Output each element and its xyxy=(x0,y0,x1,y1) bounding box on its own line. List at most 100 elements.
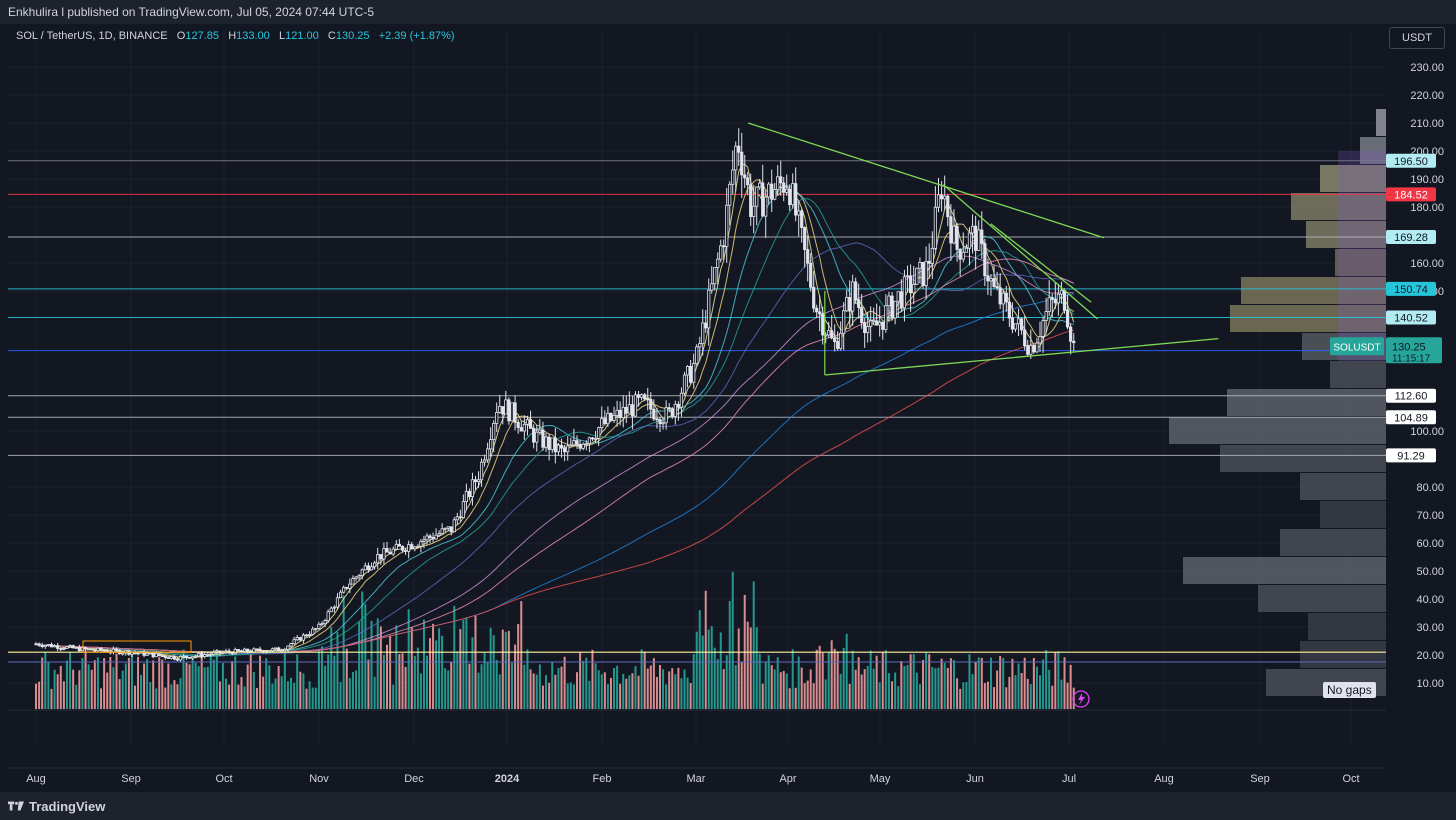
candle-body xyxy=(761,182,765,217)
volume-bar xyxy=(881,651,884,709)
symbol-tag xyxy=(1330,337,1384,356)
volume-profile-bar xyxy=(1291,193,1386,220)
x-axis-tick-label: Aug xyxy=(26,773,46,785)
volume-bar xyxy=(453,605,456,709)
candle-body xyxy=(80,647,85,652)
candle-body xyxy=(949,216,953,244)
candle-body xyxy=(624,406,628,414)
candle-body xyxy=(679,392,684,408)
candle-body xyxy=(68,645,72,648)
volume-bar xyxy=(845,633,848,709)
volume-bar xyxy=(495,660,498,709)
candle-body xyxy=(927,260,931,264)
volume-bar xyxy=(240,676,243,709)
candle-body xyxy=(446,526,450,529)
candle-body xyxy=(902,276,907,309)
volume-bar xyxy=(594,663,597,709)
candle-body xyxy=(600,418,604,429)
volume-bar xyxy=(875,655,878,709)
volume-bar xyxy=(710,626,713,709)
candle-body xyxy=(563,447,567,453)
publish-info: Enkhulira l published on TradingView.com… xyxy=(8,5,374,19)
candle-body xyxy=(740,151,744,176)
candle-body xyxy=(34,643,38,646)
volume-bar xyxy=(631,673,634,709)
candle-body xyxy=(111,648,116,653)
candle-body xyxy=(379,554,383,560)
candle-body xyxy=(970,225,975,234)
candle-body xyxy=(166,657,170,659)
volume-bar xyxy=(62,681,65,709)
price-level-tag xyxy=(1386,187,1436,202)
candle-body xyxy=(946,195,950,218)
candle-body xyxy=(640,394,644,398)
candle-body xyxy=(854,281,858,301)
volume-bar xyxy=(591,649,594,709)
volume-profile-bar xyxy=(1308,613,1386,640)
volume-bar xyxy=(526,649,529,709)
candle-body xyxy=(345,586,349,589)
currency-button[interactable]: USDT xyxy=(1389,27,1445,49)
candle-body xyxy=(479,461,484,481)
volume-bar xyxy=(925,652,928,709)
candle-body xyxy=(550,437,554,450)
candle-body xyxy=(1010,317,1015,330)
price-level-tag-label: 104.89 xyxy=(1394,412,1428,424)
symbol-label[interactable]: SOL / TetherUS, 1D, BINANCE xyxy=(16,30,168,42)
candle-body xyxy=(544,436,548,448)
volume-bar xyxy=(72,669,75,709)
candle-body xyxy=(884,305,888,330)
volume-bar xyxy=(716,659,719,709)
volume-bar xyxy=(940,658,943,709)
price-level-tag xyxy=(1386,281,1436,296)
candle-body xyxy=(90,648,94,651)
volume-bar xyxy=(182,649,185,709)
volume-bar xyxy=(1063,657,1066,709)
volume-bar xyxy=(498,674,501,709)
close-label: C xyxy=(327,30,336,42)
volume-bar xyxy=(655,676,658,709)
volume-bar xyxy=(934,668,937,709)
trendline xyxy=(824,337,1219,376)
volume-bar xyxy=(259,655,262,709)
candle-body xyxy=(553,437,557,453)
candle-body xyxy=(311,628,315,635)
symbol-tag-label: SOLUSDT xyxy=(1333,342,1380,353)
volume-bar xyxy=(1032,658,1035,709)
y-axis-tick-label: 60.00 xyxy=(1416,538,1444,550)
volume-bar xyxy=(364,604,367,709)
chart-svg[interactable]: 230.00220.00210.00200.00190.00180.00160.… xyxy=(8,24,1448,790)
candle-body xyxy=(397,543,401,547)
volume-bar xyxy=(249,654,252,709)
candle-body xyxy=(410,544,414,550)
candle-body xyxy=(329,607,333,613)
candle-body xyxy=(452,519,456,533)
candle-body xyxy=(566,445,570,453)
volume-bar xyxy=(407,609,410,709)
candle-body xyxy=(83,647,88,650)
volume-bar xyxy=(848,683,851,709)
high-label: H xyxy=(228,30,237,42)
volume-bar xyxy=(167,663,170,709)
volume-bar xyxy=(887,673,890,709)
volume-bar xyxy=(836,651,839,709)
candle-body xyxy=(538,429,542,433)
volume-bar xyxy=(946,667,949,709)
volume-bar xyxy=(758,653,761,709)
volume-bar xyxy=(943,662,946,709)
candle-body xyxy=(597,427,601,439)
candle-body xyxy=(449,526,453,533)
y-axis-tick-label: 160.00 xyxy=(1410,258,1444,270)
candle-body xyxy=(569,444,573,447)
candle-body xyxy=(394,543,398,550)
volume-bar xyxy=(468,663,471,709)
candle-body xyxy=(1069,326,1073,342)
volume-profile-bar xyxy=(1376,109,1386,136)
tradingview-logo[interactable]: TradingView xyxy=(0,799,105,814)
candle-body xyxy=(746,177,750,186)
price-level-tag xyxy=(1386,310,1436,325)
chart-area[interactable]: 230.00 220.00 210.00 200.00 190.00 180.00 160.… xyxy=(8,24,1448,790)
candle-body xyxy=(382,548,386,560)
candle-body xyxy=(317,623,321,629)
countdown-label: 11:15:17 xyxy=(1392,353,1431,364)
